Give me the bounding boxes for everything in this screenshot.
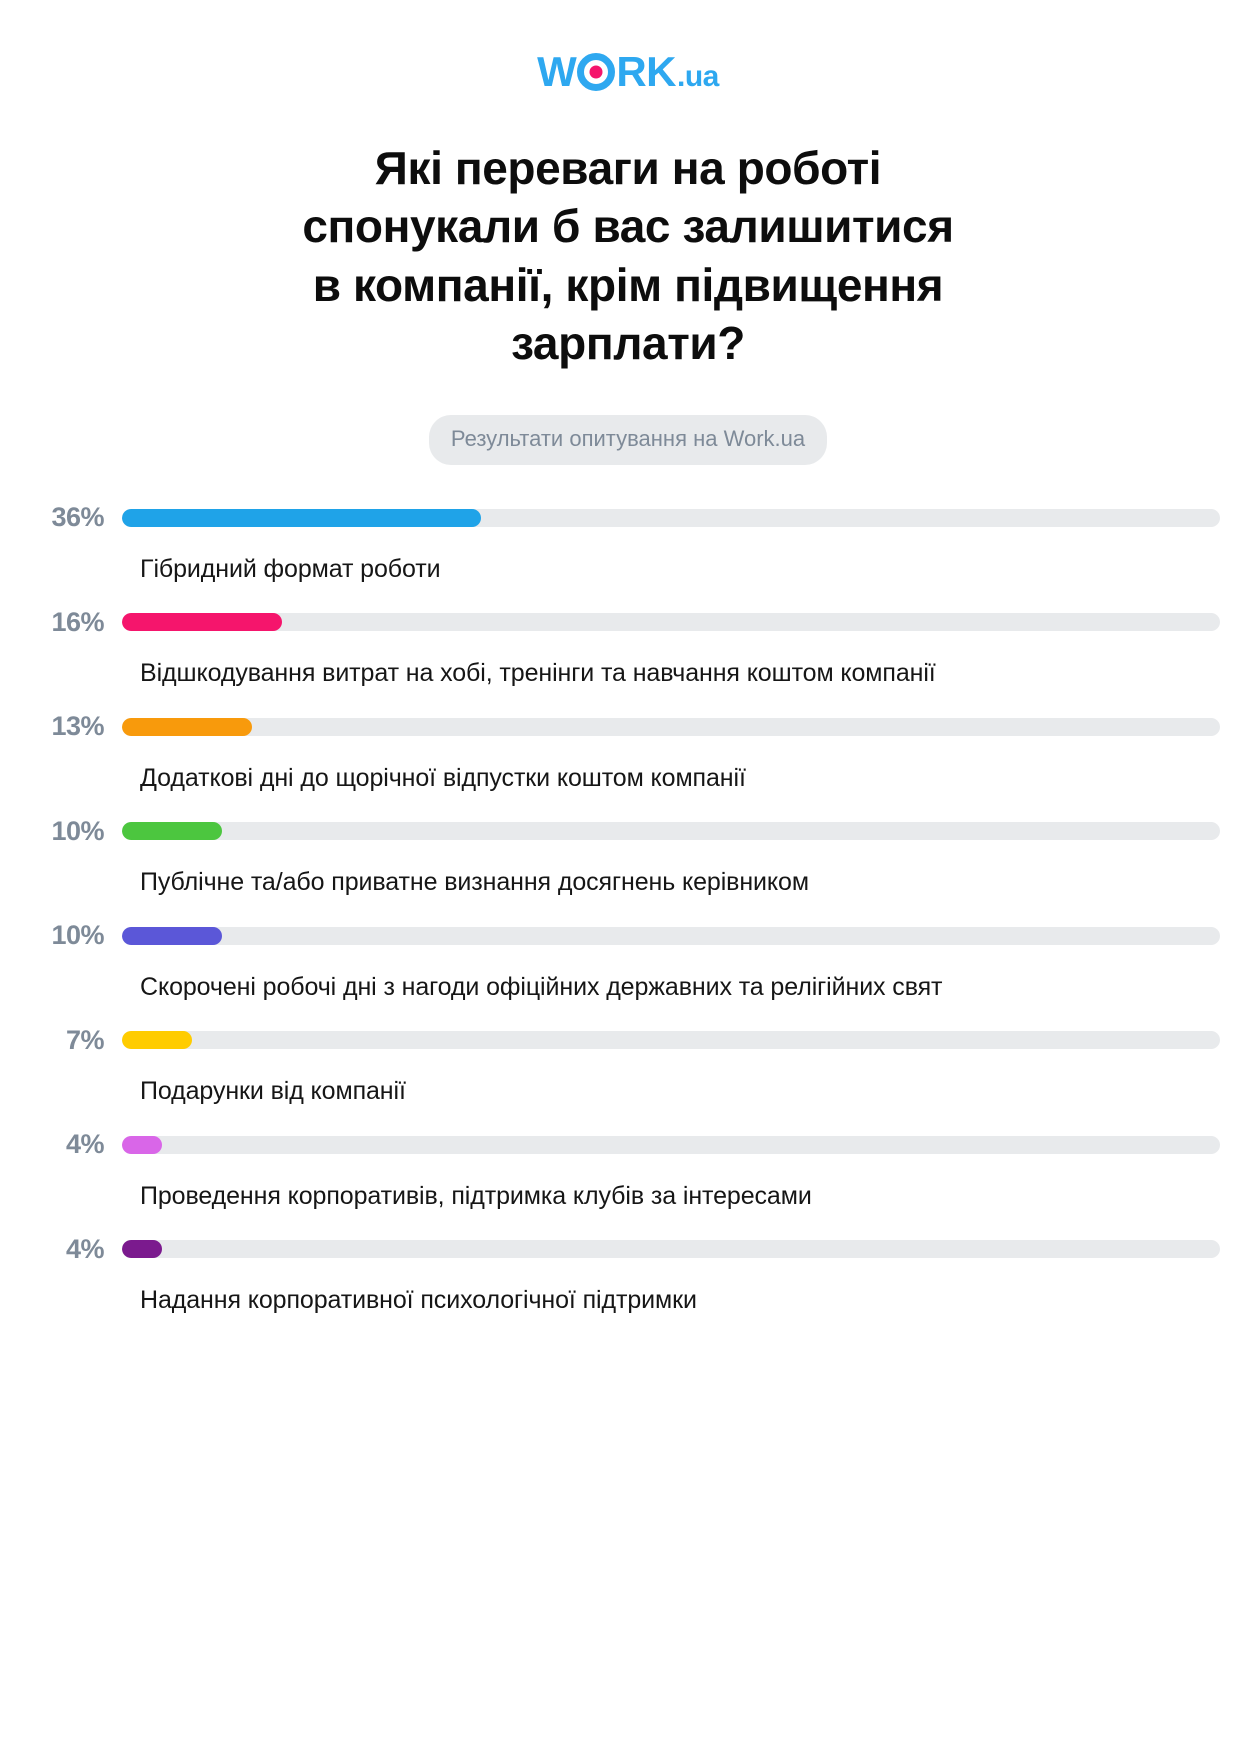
bar-percent-label: 7% [65,1024,105,1055]
chart-row: 10% Скорочені робочі дні з нагоди офіційн… [0,920,1238,1026]
bar-track [122,717,1220,736]
title-line-4: зарплати? [511,317,745,370]
bar-track [122,1031,1220,1050]
bar-category-label: Гібридний формат роботи [140,554,441,583]
chart-row: 16% Відшкодування витрат на хобі, тренінг… [0,607,1238,712]
bar-percent-label: 4% [65,1233,105,1264]
title-line-3: в компанії, крім підвищення [312,258,944,311]
chart-row: 13% Додаткові дні до щорічної відпустки к… [0,711,1238,817]
bar-track [122,822,1220,841]
bar-track [122,926,1220,945]
bar-fill [122,1031,192,1050]
chart-row: 4% Проведення корпоративів, підтримка клу… [0,1129,1238,1235]
bar-track [122,613,1220,632]
chart-row: 4% Надання корпоративної психологічної пі… [0,1234,1238,1339]
bar-fill [122,822,222,841]
bar-category-label: Проведення корпоративів, підтримка клубі… [140,1181,812,1210]
bar-fill [122,926,222,945]
bar-percent-label: 13% [51,711,104,742]
bar-percent-label: 10% [51,815,104,846]
bar-category-label: Відшкодування витрат на хобі, тренінги т… [140,659,936,688]
bar-line: 4% [0,1234,1238,1264]
bar-fill [122,613,282,632]
logo-letter-w: W [537,48,577,95]
bar-fill [122,1240,162,1259]
subtitle-badge-wrap: Результати опитування на Work.ua [0,414,1256,465]
chart-row: 10% Публічне та/або приватне визнання дос… [0,816,1238,921]
results-bar-chart: 36% Гібридний формат роботи 16% Відшкодуван… [0,502,1256,1339]
survey-source-badge: Результати опитування на Work.ua [428,414,828,465]
bar-category-label: Скорочені робочі дні з нагоди офіційних … [140,972,943,1001]
brand-logo: W RK .ua [0,0,1256,93]
bar-line: 36% [0,502,1238,533]
bar-line: 10% [0,920,1238,951]
bar-line: 16% [0,607,1238,637]
bar-category-label: Публічне та/або приватне визнання досягн… [140,868,809,897]
work-ua-logo: W RK .ua [537,48,719,93]
logo-suffix-ua: .ua [676,60,719,93]
bar-category-label: Надання корпоративної психологічної підт… [140,1286,697,1315]
bar-line: 7% [0,1025,1238,1055]
bar-fill [122,717,252,736]
bar-line: 10% [0,816,1238,846]
bar-category-label: Додаткові дні до щорічної відпустки кошт… [140,763,746,792]
bar-category-label: Подарунки від компанії [140,1077,406,1106]
bar-line: 13% [0,711,1238,742]
logo-letters-rk: RK [616,48,676,95]
bar-fill [122,508,482,527]
bar-line: 4% [0,1129,1238,1160]
bar-track [122,1135,1220,1154]
bar-track [122,1240,1220,1259]
chart-row: 7% Подарунки від компанії [0,1025,1238,1130]
bar-percent-label: 10% [51,920,104,951]
logo-target-icon [577,53,616,91]
bar-percent-label: 4% [65,1129,105,1160]
page-title: Які переваги на роботі спонукали б вас з… [258,139,998,373]
title-line-1: Які переваги на роботі [374,142,882,194]
chart-row: 36% Гібридний формат роботи [0,502,1238,608]
bar-fill [122,1135,162,1154]
bar-track [122,508,1220,527]
bar-percent-label: 36% [51,502,104,533]
title-line-2: спонукали б вас залишитися [302,200,954,253]
bar-percent-label: 16% [51,606,104,637]
